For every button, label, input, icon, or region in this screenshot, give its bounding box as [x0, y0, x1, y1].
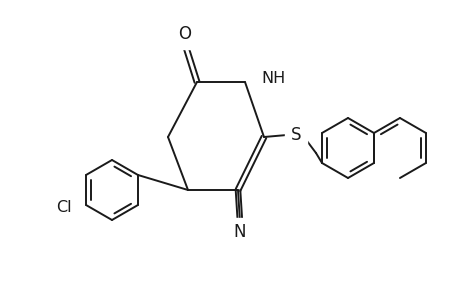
- Text: Cl: Cl: [56, 200, 72, 214]
- Text: S: S: [290, 126, 301, 144]
- Text: O: O: [178, 25, 191, 43]
- Text: NH: NH: [260, 70, 285, 86]
- Text: N: N: [233, 223, 246, 241]
